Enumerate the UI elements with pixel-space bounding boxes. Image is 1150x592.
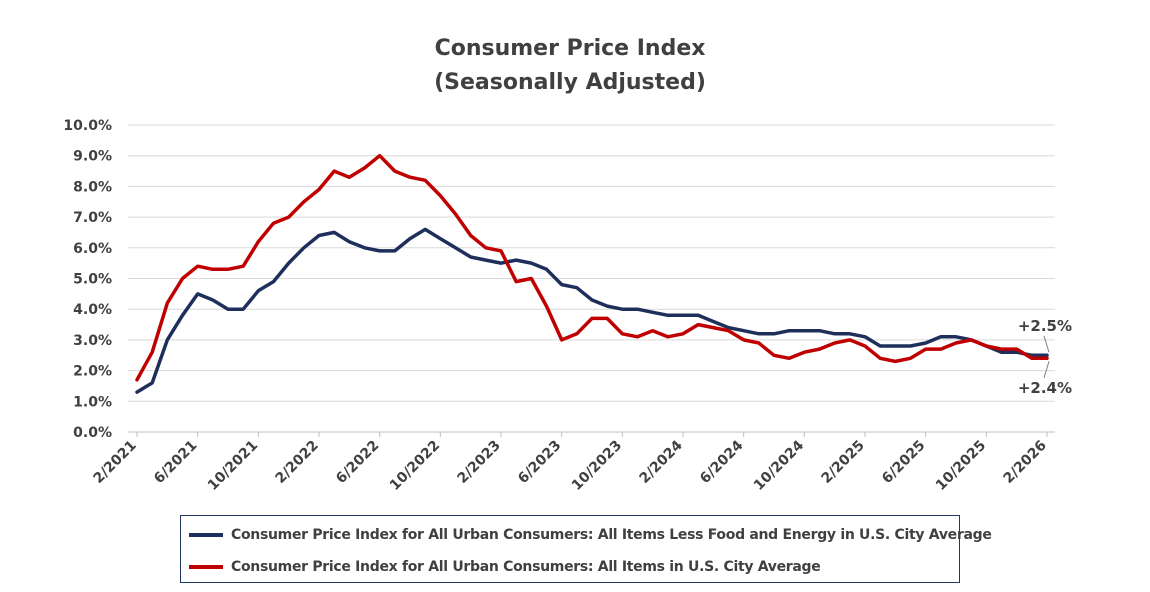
y-tick-label: 9.0% [73, 149, 112, 165]
x-tick-label: 6/2024 [697, 437, 747, 487]
y-tick-label: 8.0% [73, 179, 112, 195]
y-tick-label: 10.0% [63, 118, 112, 134]
series-line-core-cpi [135, 227, 1049, 394]
x-tick-label: 10/2024 [751, 437, 807, 493]
x-tick-label: 6/2022 [333, 438, 382, 487]
annotation-leader-core [1043, 335, 1050, 353]
annotation-leader-all [1043, 361, 1050, 379]
y-tick-label: 2.0% [73, 364, 112, 380]
y-tick-label: 6.0% [73, 241, 112, 257]
x-tick-label: 2/2024 [636, 437, 686, 487]
y-tick-label: 3.0% [73, 333, 112, 349]
x-tick-label: 2/2026 [1000, 438, 1049, 487]
x-tick-label: 2/2021 [90, 438, 139, 487]
x-tick-label: 2/2023 [454, 438, 503, 487]
chart-subtitle: (Seasonally Adjusted) [434, 70, 706, 95]
x-tick-label: 6/2023 [515, 438, 564, 487]
x-tick-label: 2/2025 [818, 438, 867, 487]
chart-title: Consumer Price Index [434, 36, 706, 61]
x-tick-label: 10/2023 [569, 438, 625, 494]
legend-swatch-core [189, 533, 223, 537]
x-tick-label: 6/2021 [151, 438, 200, 487]
annotation-core-latest: +2.5% [1018, 317, 1072, 335]
chart-legend: Consumer Price Index for All Urban Consu… [180, 515, 992, 583]
annotation-all-latest: +2.4% [1018, 379, 1072, 397]
x-tick-label: 6/2025 [879, 438, 928, 487]
y-tick-label: 4.0% [73, 302, 112, 318]
y-tick-label: 1.0% [73, 394, 112, 410]
y-tick-label: 0.0% [73, 425, 112, 441]
y-tick-label: 7.0% [73, 210, 112, 226]
y-tick-label: 5.0% [73, 272, 112, 288]
x-tick-label: 10/2021 [205, 438, 261, 494]
series-line-all-items-cpi [135, 153, 1049, 382]
legend-label-core: Consumer Price Index for All Urban Consu… [231, 527, 992, 543]
legend-swatch-all [189, 565, 223, 569]
x-tick-label: 2/2022 [272, 438, 321, 487]
x-tick-label: 10/2022 [387, 438, 443, 494]
legend-label-all: Consumer Price Index for All Urban Consu… [231, 559, 821, 575]
legend-item-core: Consumer Price Index for All Urban Consu… [189, 524, 992, 546]
x-tick-label: 10/2025 [933, 438, 989, 494]
legend-item-all: Consumer Price Index for All Urban Consu… [189, 556, 821, 578]
